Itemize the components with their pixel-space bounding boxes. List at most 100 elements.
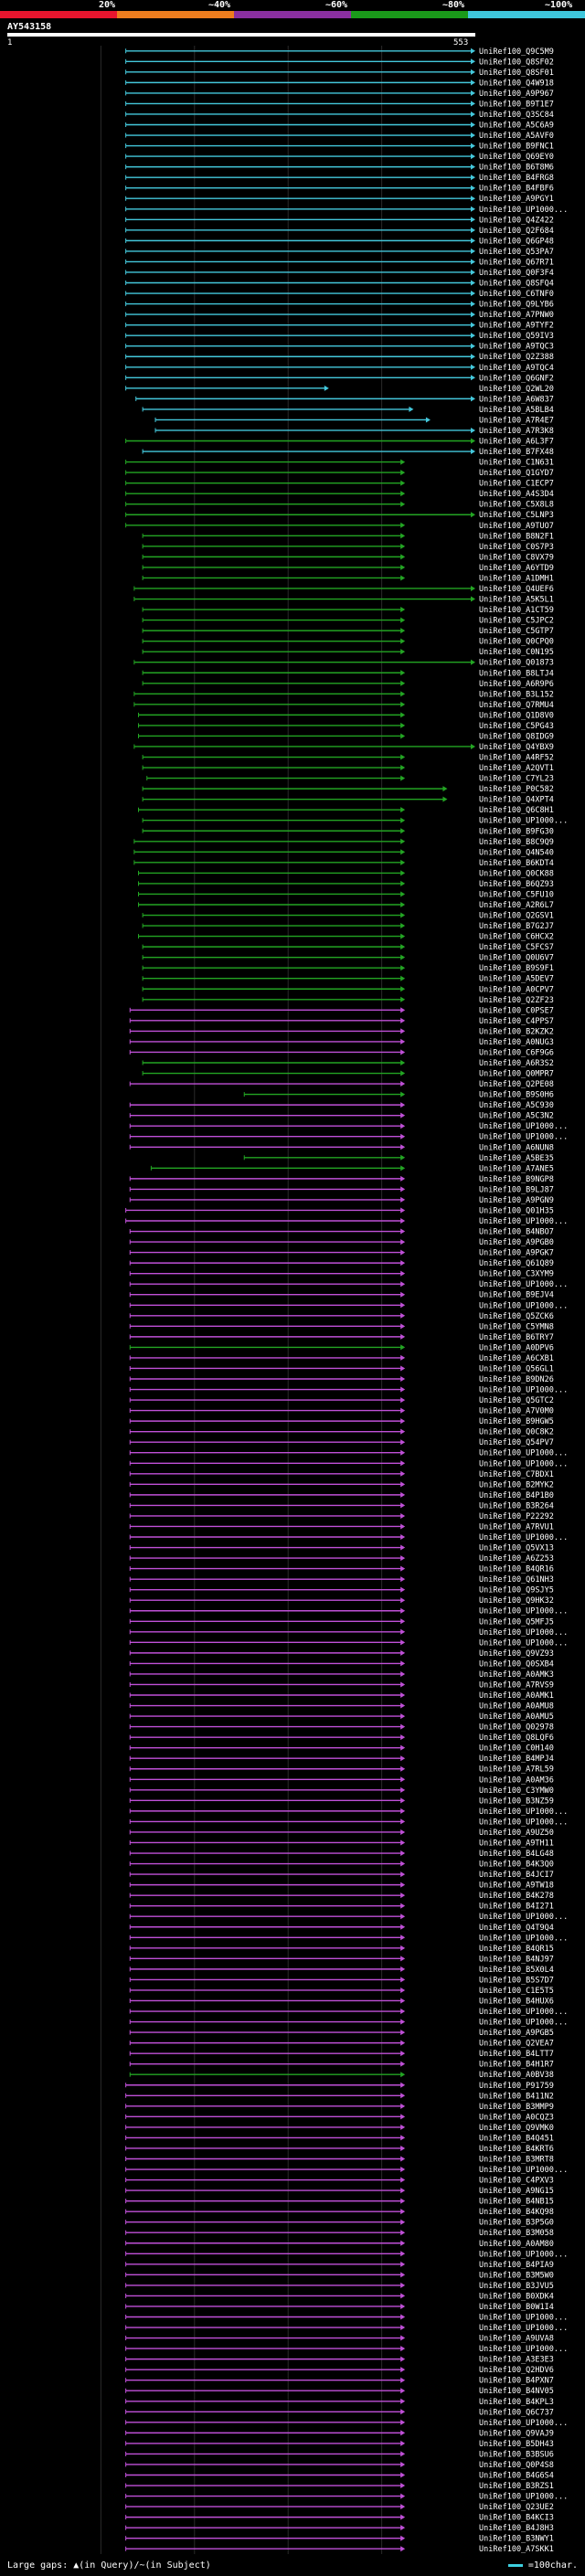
hit-label[interactable]: UniRef100_Q1GYD7 [479, 469, 554, 478]
hit-label[interactable]: UniRef100_Q9VAJ9 [479, 2429, 554, 2438]
hit-label[interactable]: UniRef100_A5DEV7 [479, 975, 554, 984]
hit-label[interactable]: UniRef100_B4K278 [479, 1892, 554, 1901]
hit-label[interactable]: UniRef100_Q8SFQ4 [479, 280, 554, 289]
hit-label[interactable]: UniRef100_A9NG15 [479, 2187, 554, 2196]
hit-label[interactable]: UniRef100_Q2VEA7 [479, 2040, 554, 2049]
hit-label[interactable]: UniRef100_Q5GTC2 [479, 1396, 554, 1405]
hit-label[interactable]: UniRef100_B4FBF6 [479, 185, 554, 194]
hit-label[interactable]: UniRef100_Q4Z422 [479, 216, 554, 225]
hit-label[interactable]: UniRef100_UP1000... [479, 2019, 568, 2028]
hit-label[interactable]: UniRef100_UP1000... [479, 1638, 568, 1648]
hit-label[interactable]: UniRef100_Q5MFJ5 [479, 1617, 554, 1627]
hit-label[interactable]: UniRef100_Q0F3F4 [479, 269, 554, 278]
hit-label[interactable]: UniRef100_B4KQ98 [479, 2208, 554, 2217]
hit-label[interactable]: UniRef100_B9T1E7 [479, 100, 554, 109]
hit-label[interactable]: UniRef100_UP1000... [479, 2345, 568, 2354]
hit-label[interactable]: UniRef100_B4KPL3 [479, 2398, 554, 2407]
hit-label[interactable]: UniRef100_A5C930 [479, 1101, 554, 1110]
hit-label[interactable]: UniRef100_UP1000... [479, 1449, 568, 1458]
hit-label[interactable]: UniRef100_Q56GL1 [479, 1364, 554, 1373]
hit-label[interactable]: UniRef100_Q9HK32 [479, 1596, 554, 1606]
hit-label[interactable]: UniRef100_A9PGN9 [479, 1196, 554, 1205]
hit-label[interactable]: UniRef100_B4KCI3 [479, 2514, 554, 2523]
hit-label[interactable]: UniRef100_B3M5W0 [479, 2271, 554, 2280]
hit-label[interactable]: UniRef100_B2KZK2 [479, 1027, 554, 1036]
hit-label[interactable]: UniRef100_Q8LQF6 [479, 1733, 554, 1743]
hit-label[interactable]: UniRef100_A2R6L7 [479, 901, 554, 910]
hit-label[interactable]: UniRef100_B7FX48 [479, 448, 554, 457]
hit-label[interactable]: UniRef100_UP1000... [479, 2250, 568, 2259]
hit-label[interactable]: UniRef100_Q0C8K2 [479, 1428, 554, 1437]
hit-label[interactable]: UniRef100_Q0CPQ0 [479, 638, 554, 647]
hit-label[interactable]: UniRef100_C0H140 [479, 1744, 554, 1754]
hit-label[interactable]: UniRef100_Q6C737 [479, 2408, 554, 2417]
hit-label[interactable]: UniRef100_UP1000... [479, 1133, 568, 1142]
hit-label[interactable]: UniRef100_Q8SF02 [479, 58, 554, 67]
hit-label[interactable]: UniRef100_B4QR16 [479, 1565, 554, 1574]
hit-label[interactable]: UniRef100_A7SKK1 [479, 2545, 554, 2554]
hit-label[interactable]: UniRef100_A5C3N2 [479, 1112, 554, 1121]
hit-label[interactable]: UniRef100_Q59IV3 [479, 332, 554, 341]
hit-label[interactable]: UniRef100_A5C6A9 [479, 122, 554, 131]
hit-label[interactable]: UniRef100_A9PGB5 [479, 2029, 554, 2038]
hit-label[interactable]: UniRef100_B4G6S4 [479, 2471, 554, 2480]
hit-label[interactable]: UniRef100_Q53PA7 [479, 248, 554, 257]
hit-label[interactable]: UniRef100_B9LJ87 [479, 1185, 554, 1194]
hit-label[interactable]: UniRef100_Q2F684 [479, 227, 554, 236]
hit-label[interactable]: UniRef100_A9TH11 [479, 1839, 554, 1848]
hit-label[interactable]: UniRef100_B2MYK2 [479, 1480, 554, 1489]
hit-label[interactable]: UniRef100_A3E3E3 [479, 2356, 554, 2365]
hit-label[interactable]: UniRef100_B4KRT6 [479, 2145, 554, 2154]
hit-label[interactable]: UniRef100_A0AMK3 [479, 1670, 554, 1680]
hit-label[interactable]: UniRef100_Q0SXB4 [479, 1659, 554, 1669]
hit-label[interactable]: UniRef100_Q8IDG9 [479, 732, 554, 741]
hit-label[interactable]: UniRef100_A6Z253 [479, 1554, 554, 1564]
hit-label[interactable]: UniRef100_UP1000... [479, 2493, 568, 2502]
hit-label[interactable]: UniRef100_A1CT59 [479, 606, 554, 615]
hit-label[interactable]: UniRef100_Q61Q89 [479, 1259, 554, 1268]
hit-label[interactable]: UniRef100_UP1000... [479, 206, 568, 215]
hit-label[interactable]: UniRef100_B0W1I4 [479, 2303, 554, 2312]
hit-label[interactable]: UniRef100_B5S7D7 [479, 1976, 554, 1985]
hit-label[interactable]: UniRef100_A7RVS9 [479, 1680, 554, 1690]
hit-label[interactable]: UniRef100_C5LNP3 [479, 511, 554, 520]
hit-label[interactable]: UniRef100_A9TW18 [479, 1882, 554, 1891]
hit-label[interactable]: UniRef100_A7V0M0 [479, 1407, 554, 1416]
hit-label[interactable]: UniRef100_B9FG30 [479, 827, 554, 836]
hit-label[interactable]: UniRef100_B3M058 [479, 2229, 554, 2238]
hit-label[interactable]: UniRef100_Q9C5M9 [479, 48, 554, 57]
hit-label[interactable]: UniRef100_A9TUO7 [479, 522, 554, 531]
hit-label[interactable]: UniRef100_UP1000... [479, 1217, 568, 1226]
hit-label[interactable]: UniRef100_Q9SJY5 [479, 1586, 554, 1595]
hit-label[interactable]: UniRef100_B5DH43 [479, 2440, 554, 2449]
hit-label[interactable]: UniRef100_B3RZS1 [479, 2482, 554, 2491]
hit-label[interactable]: UniRef100_A6R3S2 [479, 1059, 554, 1068]
hit-label[interactable]: UniRef100_C0PSE7 [479, 1006, 554, 1015]
hit-label[interactable]: UniRef100_A9TQC3 [479, 343, 554, 352]
hit-label[interactable]: UniRef100_B4PIA9 [479, 2261, 554, 2270]
hit-label[interactable]: UniRef100_B9FNC1 [479, 143, 554, 152]
hit-label[interactable]: UniRef100_B4P1B0 [479, 1491, 554, 1500]
hit-label[interactable]: UniRef100_B4NJ97 [479, 1955, 554, 1964]
hit-label[interactable]: UniRef100_Q4YBX9 [479, 743, 554, 752]
hit-label[interactable]: UniRef100_B4Q451 [479, 2134, 554, 2143]
hit-label[interactable]: UniRef100_UP1000... [479, 2419, 568, 2428]
hit-label[interactable]: UniRef100_B5X0L4 [479, 1966, 554, 1975]
hit-label[interactable]: UniRef100_A9P967 [479, 90, 554, 99]
hit-label[interactable]: UniRef100_A9PGB0 [479, 1238, 554, 1247]
hit-label[interactable]: UniRef100_C3XYM9 [479, 1270, 554, 1279]
hit-label[interactable]: UniRef100_UP1000... [479, 1122, 568, 1131]
hit-label[interactable]: UniRef100_Q4N540 [479, 848, 554, 857]
hit-label[interactable]: UniRef100_Q2GSV1 [479, 912, 554, 921]
hit-label[interactable]: UniRef100_B0XDK4 [479, 2292, 554, 2301]
hit-label[interactable]: UniRef100_Q2WL20 [479, 385, 554, 394]
hit-label[interactable]: UniRef100_Q9VZ93 [479, 1649, 554, 1659]
hit-label[interactable]: UniRef100_Q4XPT4 [479, 796, 554, 805]
hit-label[interactable]: UniRef100_UP1000... [479, 2313, 568, 2322]
hit-label[interactable]: UniRef100_Q2PE08 [479, 1080, 554, 1089]
hit-label[interactable]: UniRef100_P0C582 [479, 785, 554, 794]
hit-label[interactable]: UniRef100_A9TYF2 [479, 322, 554, 331]
hit-label[interactable]: UniRef100_C5X8L8 [479, 501, 554, 510]
hit-label[interactable]: UniRef100_UP1000... [479, 1818, 568, 1827]
hit-label[interactable]: UniRef100_UP1000... [479, 2324, 568, 2333]
